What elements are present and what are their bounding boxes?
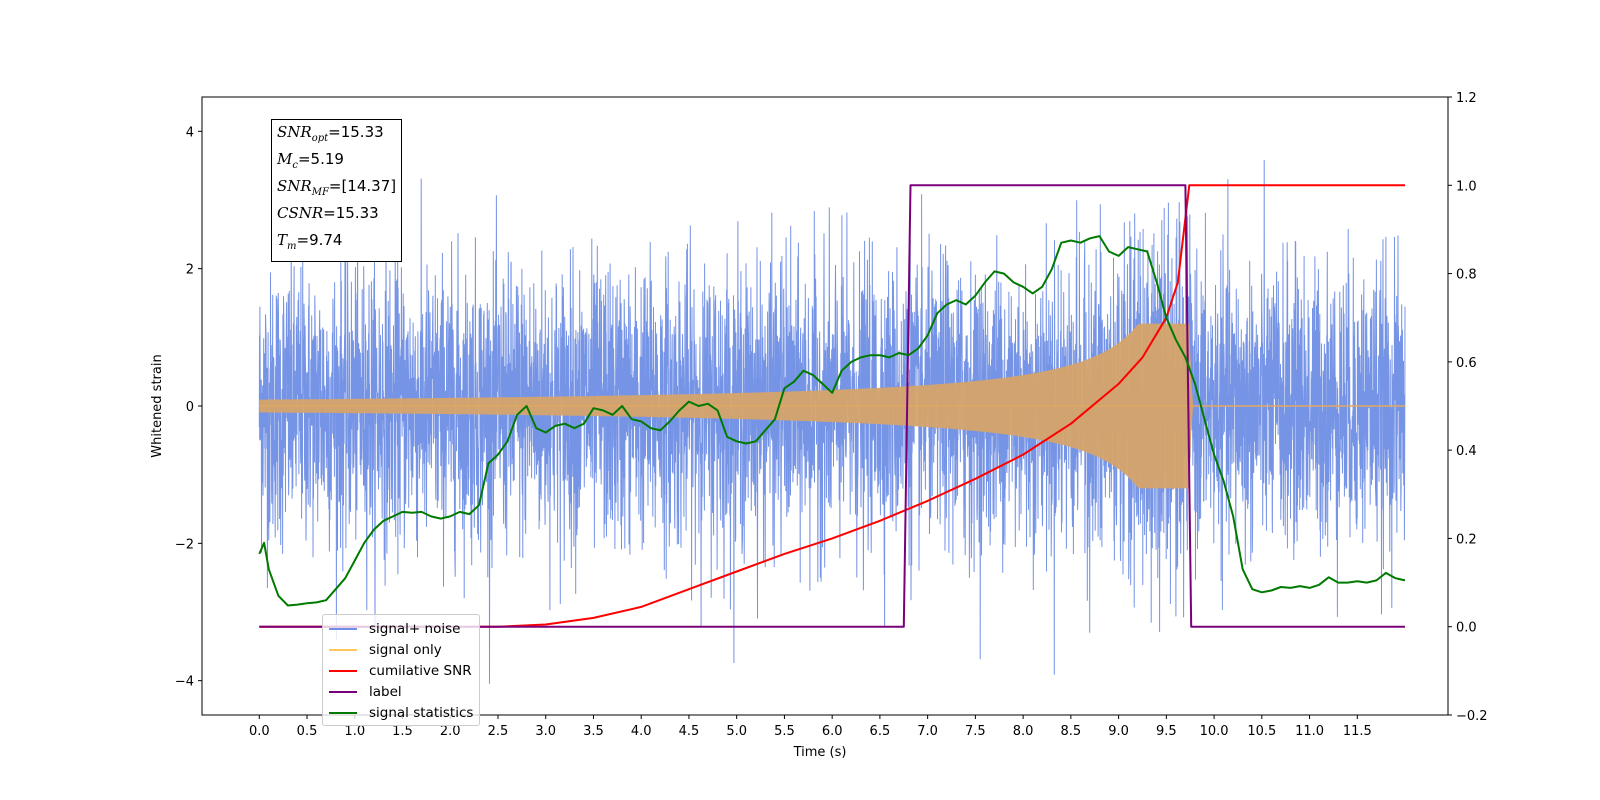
legend-swatch (329, 711, 357, 714)
annotation-subscript: opt (311, 133, 329, 144)
series-cumilative-snr (259, 184, 1405, 628)
annotation-value: =5.19 (297, 150, 344, 168)
y-tick-label: −4 (175, 675, 194, 690)
legend-swatch (329, 669, 357, 672)
annotation-symbol: T (277, 231, 288, 249)
x-tick-label: 3.5 (583, 724, 604, 739)
x-tick-label: 10.5 (1247, 724, 1276, 739)
y-axis-right: −0.2 0.0 0.2 0.4 0.6 0.8 1.0 1.2 (1448, 91, 1488, 724)
legend-item-cumilative-snr: cumilative SNR (329, 660, 473, 681)
annotation-snr-opt: SNRopt=15.33 (277, 122, 396, 149)
legend-label: signal statistics (369, 704, 474, 721)
series-label (259, 184, 1405, 628)
x-tick-label: 2.5 (488, 724, 509, 739)
y-right-tick-label: 1.2 (1456, 91, 1477, 106)
x-tick-label: 7.5 (965, 724, 986, 739)
legend-item-signal-noise: signal+ noise (329, 618, 473, 639)
x-tick-label: 2.0 (440, 724, 461, 739)
x-tick-label: 0.0 (249, 724, 270, 739)
x-tick-label: 8.5 (1061, 724, 1082, 739)
y-tick-label: 0 (186, 400, 194, 415)
y-tick-label: 4 (186, 125, 194, 140)
legend: signal+ noise signal only cumilative SNR… (322, 614, 481, 726)
annotation-symbol: SNR (277, 177, 312, 195)
annotation-mc: Mc=5.19 (277, 149, 396, 176)
y-tick-label: −2 (175, 537, 194, 552)
label-line (259, 184, 1405, 628)
series-signal-only (259, 323, 1406, 489)
x-axis-title: Time (s) (793, 745, 847, 760)
x-tick-label: 5.5 (774, 724, 795, 739)
x-tick-label: 1.5 (392, 724, 413, 739)
x-tick-label: 11.5 (1343, 724, 1372, 739)
y-right-tick-label: 1.0 (1456, 179, 1477, 194)
series-signal-plus-noise (258, 159, 1406, 684)
x-tick-label: 0.5 (297, 724, 318, 739)
legend-label: label (369, 683, 402, 700)
annotation-symbol: M (277, 150, 293, 168)
legend-label: signal only (369, 641, 442, 658)
x-tick-label: 1.0 (344, 724, 365, 739)
annotation-subscript: m (287, 241, 297, 252)
legend-label: cumilative SNR (369, 662, 472, 679)
annotation-value: =9.74 (296, 231, 343, 249)
signal-statistics-line (258, 235, 1406, 607)
x-tick-label: 11.0 (1295, 724, 1324, 739)
legend-label: signal+ noise (369, 620, 461, 637)
x-axis: 0.0 0.5 1.0 1.5 2.0 2.5 3.0 3.5 4.0 4.5 5.0 5.5 6.0 6… (249, 715, 1372, 739)
annotation-subscript: c (292, 160, 298, 171)
legend-swatch (329, 690, 357, 693)
legend-swatch (329, 627, 357, 630)
annotation-tm: Tm=9.74 (277, 230, 396, 257)
x-tick-label: 7.0 (917, 724, 938, 739)
annotation-value: =15.33 (328, 123, 384, 141)
x-tick-label: 6.5 (870, 724, 891, 739)
y-axis-title: Whitened strain (150, 354, 165, 457)
plot-area (258, 159, 1406, 684)
legend-item-signal-only: signal only (329, 639, 473, 660)
legend-item-signal-statistics: signal statistics (329, 702, 473, 723)
y-right-tick-label: 0.2 (1456, 532, 1477, 547)
x-tick-label: 6.0 (822, 724, 843, 739)
x-tick-label: 3.0 (535, 724, 556, 739)
annotation-symbol: CSNR (277, 204, 324, 222)
annotation-csnr: CSNR=15.33 (277, 203, 396, 230)
x-tick-label: 8.0 (1013, 724, 1034, 739)
x-tick-label: 4.0 (631, 724, 652, 739)
y-right-tick-label: −0.2 (1456, 709, 1488, 724)
x-tick-label: 10.0 (1200, 724, 1229, 739)
stats-annotation-box: SNRopt=15.33 Mc=5.19 SNRMF=[14.37] CSNR=… (271, 119, 403, 262)
x-tick-label: 4.5 (679, 724, 700, 739)
y-right-tick-label: 0.6 (1456, 356, 1477, 371)
y-tick-label: 2 (186, 263, 194, 278)
y-right-tick-label: 0.4 (1456, 444, 1477, 459)
annotation-value: =[14.37] (328, 177, 397, 195)
legend-swatch (329, 648, 357, 651)
x-tick-label: 9.0 (1108, 724, 1129, 739)
x-tick-label: 5.0 (726, 724, 747, 739)
noise-trace (258, 159, 1406, 684)
x-tick-label: 9.5 (1156, 724, 1177, 739)
y-axis-left: −4 −2 0 2 4 (175, 125, 202, 690)
legend-item-label: label (329, 681, 473, 702)
cumilative-snr-line (259, 184, 1405, 628)
annotation-snr-mf: SNRMF=[14.37] (277, 176, 396, 203)
series-signal-statistics (258, 235, 1406, 607)
annotation-value: =15.33 (323, 204, 379, 222)
annotation-subscript: MF (311, 187, 329, 198)
y-right-tick-label: 0.8 (1456, 268, 1477, 283)
y-right-tick-label: 0.0 (1456, 621, 1477, 636)
annotation-symbol: SNR (277, 123, 312, 141)
